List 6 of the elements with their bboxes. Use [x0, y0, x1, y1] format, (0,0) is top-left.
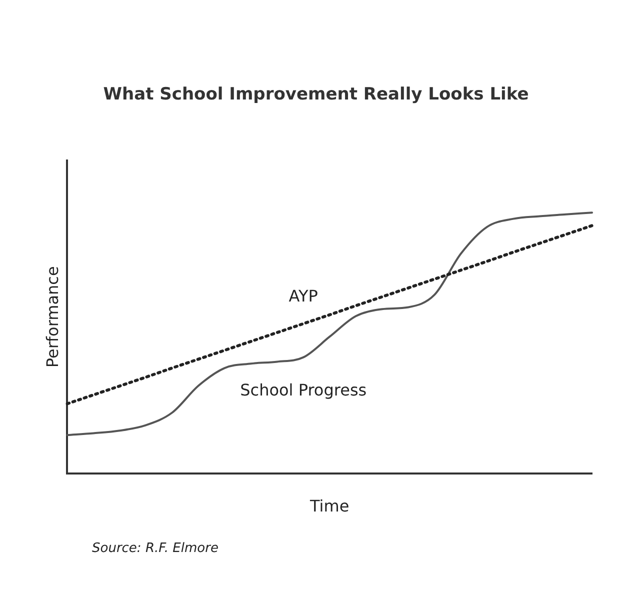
y-axis-title: Performance [42, 266, 62, 368]
series-label: AYP [288, 286, 318, 306]
source-note: Source: R.F. Elmore [92, 541, 218, 556]
x-axis-title: Time [309, 496, 350, 516]
series-label: School Progress [240, 380, 367, 400]
chart-title: What School Improvement Really Looks Like [103, 84, 529, 105]
